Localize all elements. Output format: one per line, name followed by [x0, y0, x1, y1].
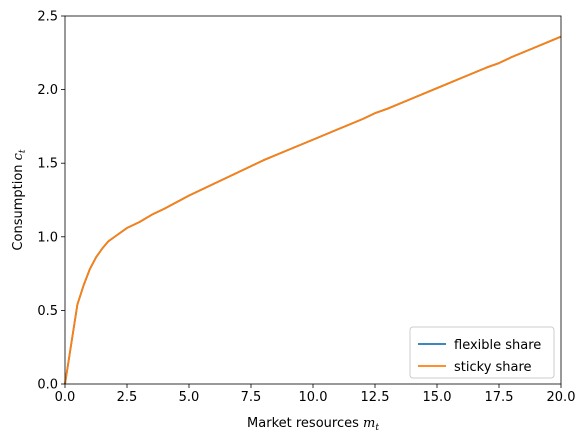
y-tick-label: 1.5	[37, 157, 58, 172]
x-tick-label: 10.0	[299, 390, 328, 405]
legend-label-flexible-share: flexible share	[454, 338, 541, 353]
series-line-sticky-share	[64, 35, 562, 385]
x-axis-label-sub: t	[375, 423, 379, 433]
x-tick-label: 7.5	[241, 390, 262, 405]
y-axis-label-math: c	[11, 152, 26, 160]
y-tick-label: 2.5	[37, 10, 58, 25]
y-axis-label-sub: t	[18, 149, 28, 153]
x-tick-label: 5.0	[179, 390, 200, 405]
legend: flexible share sticky share	[409, 326, 555, 379]
y-axis-label: Consumption ct	[11, 149, 28, 251]
x-axis-ticks: 0.0 2.5 5.0 7.5 10.0 12.5 15.0 17.5 20.0	[55, 384, 576, 405]
y-tick-label: 2.0	[37, 83, 58, 98]
x-tick-label: 0.0	[55, 390, 76, 405]
x-tick-label: 2.5	[117, 390, 138, 405]
x-tick-label: 15.0	[423, 390, 452, 405]
x-axis-label: Market resources mt	[247, 416, 379, 433]
x-tick-label: 20.0	[547, 390, 576, 405]
x-tick-label: 17.5	[485, 390, 514, 405]
y-tick-label: 0.0	[37, 378, 58, 393]
y-axis-label-text: Consumption	[11, 160, 26, 250]
y-axis-ticks: 0.0 0.5 1.0 1.5 2.0 2.5	[37, 10, 65, 393]
legend-label-sticky-share: sticky share	[454, 360, 532, 375]
series-layer	[64, 35, 562, 385]
x-axis-label-math: m	[363, 416, 375, 431]
y-tick-label: 0.5	[37, 304, 58, 319]
y-tick-label: 1.0	[37, 230, 58, 245]
x-axis-label-text: Market resources	[247, 416, 363, 431]
x-tick-label: 12.5	[361, 390, 390, 405]
